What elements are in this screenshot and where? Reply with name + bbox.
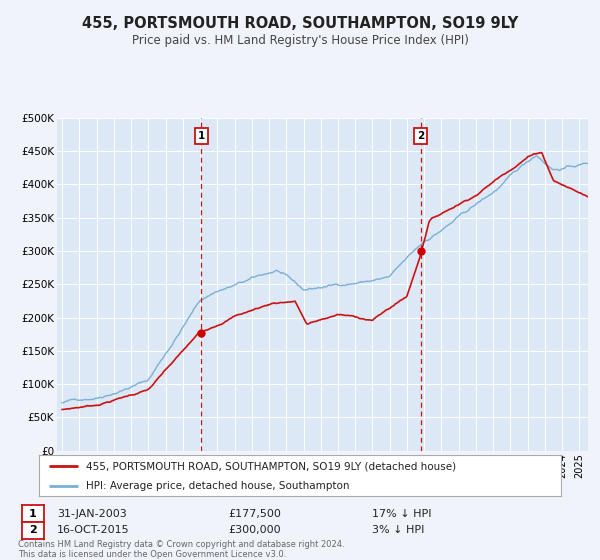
Text: This data is licensed under the Open Government Licence v3.0.: This data is licensed under the Open Gov… (18, 550, 286, 559)
Text: £177,500: £177,500 (228, 508, 281, 519)
Text: Contains HM Land Registry data © Crown copyright and database right 2024.: Contains HM Land Registry data © Crown c… (18, 540, 344, 549)
Text: 1: 1 (29, 508, 37, 519)
Text: 2: 2 (417, 131, 424, 141)
Text: 455, PORTSMOUTH ROAD, SOUTHAMPTON, SO19 9LY: 455, PORTSMOUTH ROAD, SOUTHAMPTON, SO19 … (82, 16, 518, 31)
Text: 1: 1 (198, 131, 205, 141)
Text: HPI: Average price, detached house, Southampton: HPI: Average price, detached house, Sout… (86, 480, 349, 491)
Text: 455, PORTSMOUTH ROAD, SOUTHAMPTON, SO19 9LY (detached house): 455, PORTSMOUTH ROAD, SOUTHAMPTON, SO19 … (86, 461, 456, 471)
Text: 3% ↓ HPI: 3% ↓ HPI (372, 525, 424, 535)
Text: 17% ↓ HPI: 17% ↓ HPI (372, 508, 431, 519)
Text: 16-OCT-2015: 16-OCT-2015 (57, 525, 130, 535)
Text: 31-JAN-2003: 31-JAN-2003 (57, 508, 127, 519)
Text: 2: 2 (29, 525, 37, 535)
Text: £300,000: £300,000 (228, 525, 281, 535)
Text: Price paid vs. HM Land Registry's House Price Index (HPI): Price paid vs. HM Land Registry's House … (131, 34, 469, 46)
